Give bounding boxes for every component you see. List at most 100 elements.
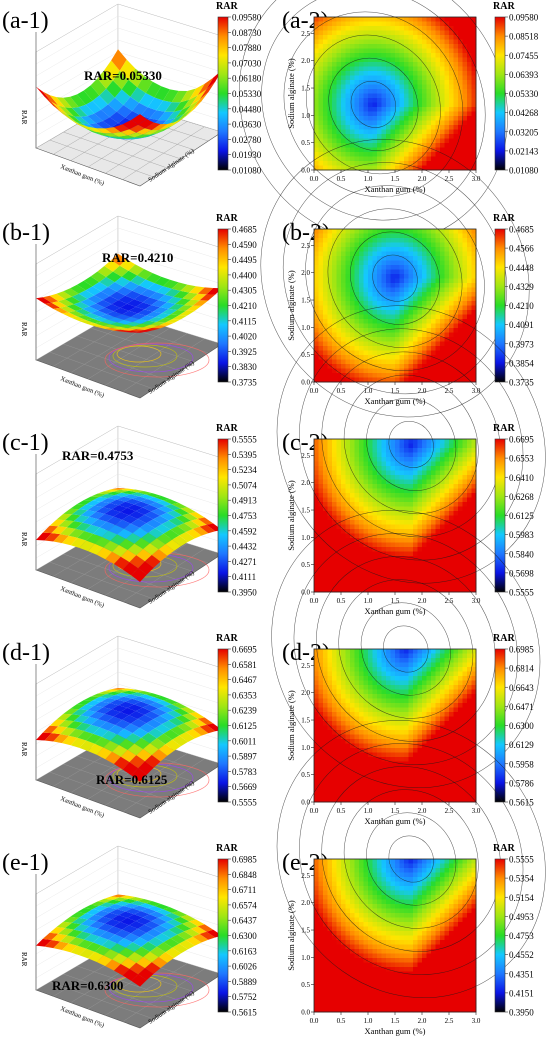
- heatmap-cell: [318, 439, 324, 444]
- heatmap-cell: [377, 147, 382, 153]
- heatmap-cell: [440, 156, 445, 162]
- heatmap-cell: [350, 373, 355, 378]
- heatmap-cell: [350, 89, 355, 94]
- heatmap-cell: [435, 247, 441, 252]
- heatmap-cell: [399, 373, 405, 378]
- heatmap-cell: [422, 350, 427, 356]
- heatmap-cell: [350, 328, 355, 333]
- heatmap-cell: [372, 350, 378, 356]
- heatmap-cell: [341, 784, 346, 789]
- heatmap-cell: [453, 165, 459, 171]
- heatmap-cell: [314, 39, 319, 45]
- heatmap-cell: [453, 84, 459, 90]
- heatmap-cell: [368, 301, 373, 306]
- heatmap-cell: [363, 305, 369, 311]
- surface-cell: [146, 311, 162, 318]
- heatmap-cell: [314, 694, 319, 699]
- heatmap-cell: [417, 278, 423, 284]
- colorbar-tick-label: 0.01930: [232, 150, 262, 160]
- heatmap-cell: [467, 350, 472, 356]
- heatmap-cell: [368, 524, 373, 530]
- heatmap-cell: [440, 484, 445, 489]
- heatmap-cell: [462, 493, 468, 498]
- heatmap-cell: [386, 515, 391, 521]
- heatmap-cell: [467, 319, 472, 324]
- heatmap-cell: [318, 757, 324, 762]
- wall-grid-line: [35, 251, 119, 301]
- y-tick-label: 0.5: [301, 561, 310, 569]
- heatmap-cell: [336, 574, 342, 579]
- heatmap-cell: [350, 515, 355, 521]
- heatmap-cell: [368, 75, 373, 81]
- heatmap-cell: [359, 560, 364, 566]
- heatmap-cell: [462, 542, 468, 548]
- colorbar-tick-label: 0.4448: [509, 263, 534, 273]
- surface-cell: [173, 99, 190, 112]
- heatmap-cell: [372, 475, 378, 480]
- heatmap-cell: [449, 256, 454, 261]
- heatmap-cell: [341, 337, 346, 342]
- heatmap-cell: [417, 515, 423, 521]
- heatmap-cell: [395, 506, 400, 512]
- heatmap-cell: [417, 44, 423, 49]
- heatmap-cell: [314, 328, 319, 333]
- heatmap-cell: [404, 475, 409, 480]
- heatmap-cell: [314, 44, 319, 49]
- heatmap-cell: [440, 102, 445, 108]
- heatmap-cell: [341, 80, 346, 85]
- heatmap-cell: [350, 452, 355, 458]
- heatmap-cell: [381, 332, 387, 338]
- heatmap-cell: [345, 511, 351, 516]
- heatmap-cell: [332, 274, 337, 279]
- heatmap-cell: [318, 662, 324, 668]
- colorbar-tick-label: 0.4685: [509, 225, 534, 235]
- heatmap-cell: [314, 716, 319, 722]
- heatmap-cell: [332, 524, 337, 530]
- heatmap-cell: [408, 120, 414, 126]
- heatmap-cell: [390, 587, 396, 593]
- surface-cell: [53, 534, 69, 544]
- heatmap-cell: [341, 75, 346, 81]
- heatmap-cell: [467, 310, 472, 315]
- heatmap-cell: [363, 71, 369, 76]
- heatmap-cell: [363, 296, 369, 302]
- heatmap-cell: [327, 152, 333, 157]
- heatmap-cell: [390, 520, 396, 525]
- heatmap-cell: [449, 475, 454, 480]
- heatmap-cell: [467, 466, 472, 471]
- heatmap-cell: [390, 30, 396, 36]
- heatmap-cell: [350, 44, 355, 49]
- heatmap-cell: [314, 247, 319, 252]
- heatmap-cell: [377, 337, 382, 342]
- heatmap-cell: [431, 26, 436, 31]
- surface-cell: [80, 116, 97, 125]
- heatmap-cell: [332, 443, 337, 449]
- heatmap-cell: [422, 497, 427, 503]
- heatmap-cell: [332, 461, 337, 467]
- heatmap-cell: [354, 373, 360, 378]
- surface-cell: [80, 710, 97, 717]
- heatmap-cell: [422, 247, 427, 252]
- panel-label: (a-1): [2, 8, 49, 34]
- heatmap-cell: [314, 346, 319, 351]
- surface-cell: [151, 300, 167, 308]
- surface-cell: [138, 761, 154, 775]
- heatmap-cell: [368, 323, 373, 329]
- heatmap-cell: [372, 466, 378, 471]
- contour-panel: (d-2)0.0 0.5 1.0 1.5 2.0 2.5 3.00.00.51.01.52.…: [271, 509, 541, 826]
- heatmap-cell: [462, 17, 468, 22]
- surface-cell: [173, 708, 190, 716]
- heatmap-cell: [426, 138, 432, 144]
- heatmap-cell: [368, 120, 373, 126]
- heatmap-cell: [471, 373, 477, 378]
- heatmap-cell: [354, 529, 360, 534]
- heatmap-cell: [453, 116, 459, 121]
- heatmap-cell: [314, 301, 319, 306]
- heatmap-cell: [318, 319, 324, 324]
- heatmap-cell: [327, 278, 333, 284]
- heatmap-cell: [399, 484, 405, 489]
- heatmap-cell: [332, 129, 337, 135]
- heatmap-cell: [336, 350, 342, 356]
- heatmap-cell: [377, 529, 382, 534]
- heatmap-cell: [318, 520, 324, 525]
